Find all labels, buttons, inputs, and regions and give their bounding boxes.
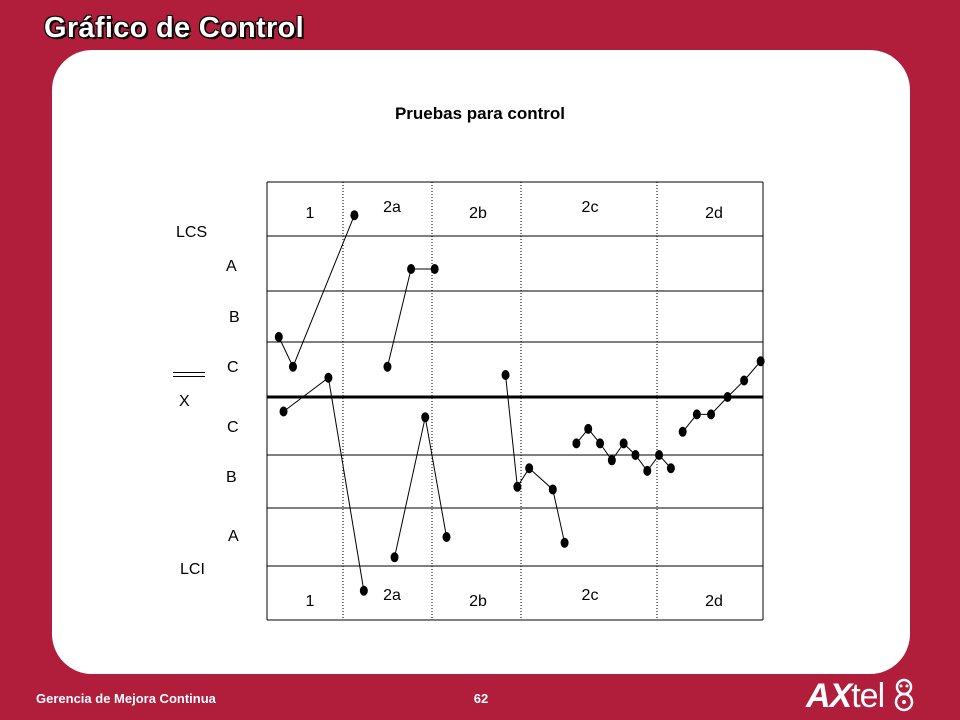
data-point <box>584 423 593 434</box>
data-point <box>390 552 399 563</box>
section-label-top: 2a <box>383 199 401 216</box>
zone-label-b-bottom: B <box>226 469 237 486</box>
data-point <box>692 409 701 420</box>
zone-label-center: X <box>179 393 190 410</box>
data-point <box>666 463 675 474</box>
data-point <box>560 537 569 548</box>
section-label-top: 2c <box>582 199 599 216</box>
data-point <box>619 438 628 449</box>
zone-label-c-top: C <box>227 359 239 376</box>
chart-title: Pruebas para control <box>394 104 566 123</box>
data-point <box>740 375 749 386</box>
section-label-bottom: 2a <box>383 587 401 604</box>
data-point <box>756 356 765 367</box>
data-point <box>430 264 439 274</box>
data-point <box>407 264 416 274</box>
logo-wordmark: AXtel <box>806 676 885 715</box>
data-point <box>421 412 430 423</box>
data-point <box>274 331 283 342</box>
section-label-top: 2b <box>469 205 487 222</box>
data-point <box>288 361 297 372</box>
section-label-bottom: 1 <box>306 593 315 610</box>
section-label-bottom: 2c <box>582 587 599 604</box>
section-label-top: 2d <box>705 205 723 222</box>
data-point <box>607 455 616 466</box>
data-point <box>442 532 451 542</box>
series-line <box>505 374 566 543</box>
zone-label-b-top: B <box>229 309 240 326</box>
data-point <box>655 450 664 460</box>
data-point <box>631 450 640 460</box>
section-label-top: 1 <box>306 205 315 222</box>
content-panel <box>52 50 910 674</box>
page-number: 62 <box>473 691 489 706</box>
series-line <box>283 376 365 591</box>
zone-label-lcl: LCI <box>180 561 205 578</box>
center-line-symbol <box>173 372 205 377</box>
series-line <box>386 268 435 367</box>
data-point <box>324 372 333 383</box>
company-logo: AXtel <box>806 676 918 716</box>
data-point <box>548 484 557 495</box>
section-label-bottom: 2d <box>705 593 723 610</box>
data-point <box>707 409 716 420</box>
data-point <box>678 426 687 437</box>
data-point <box>501 370 510 380</box>
section-label-bottom: 2b <box>469 593 487 610</box>
data-point <box>525 463 534 474</box>
series-line <box>394 417 447 558</box>
data-point <box>279 406 288 417</box>
zone-label-a-bottom: A <box>228 528 239 545</box>
footer-text: Gerencia de Mejora Continua <box>36 691 216 706</box>
zone-label-ucl: LCS <box>176 224 208 241</box>
data-point <box>350 210 359 221</box>
zone-label-a-top: A <box>226 258 237 275</box>
mascot-icon <box>894 678 914 712</box>
data-point <box>383 361 392 372</box>
data-point <box>572 438 581 449</box>
data-point <box>596 438 605 449</box>
data-point <box>643 465 652 476</box>
data-point <box>513 481 522 492</box>
data-point <box>723 392 732 402</box>
slide-title: Gráfico de Control <box>44 12 304 44</box>
data-point <box>359 585 368 596</box>
zone-label-c-bottom: C <box>227 419 239 436</box>
